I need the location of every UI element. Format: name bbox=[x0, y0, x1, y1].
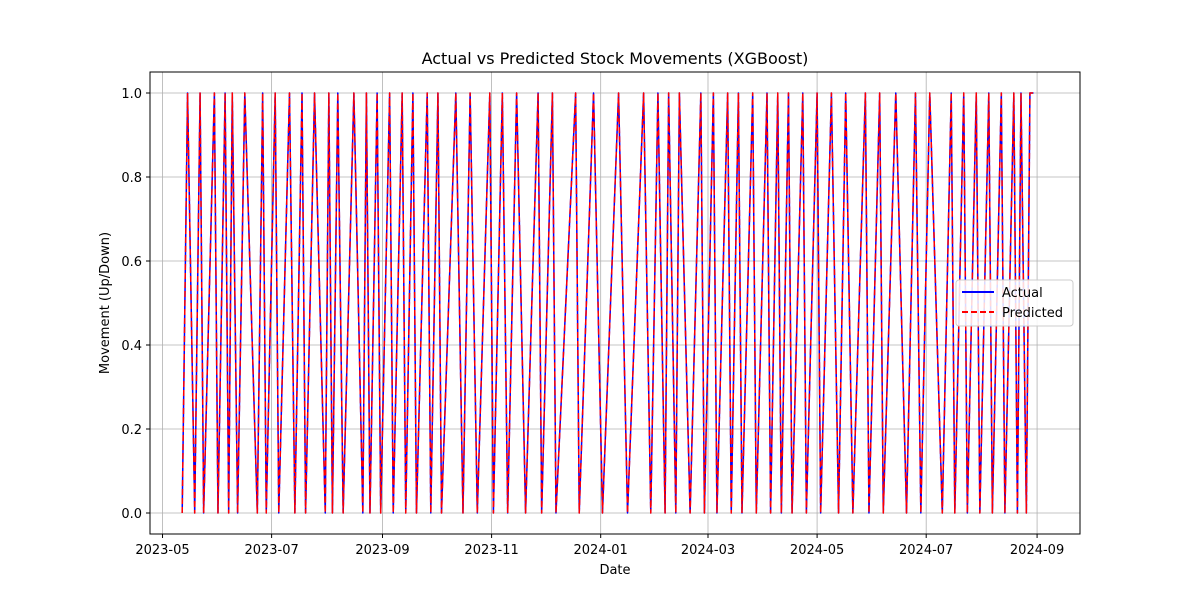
y-tick-label: 1.0 bbox=[121, 87, 142, 102]
y-tick-label: 0.4 bbox=[121, 339, 142, 354]
y-tick-label: 0.8 bbox=[121, 171, 142, 186]
x-tick-label: 2023-11 bbox=[464, 543, 518, 558]
legend: Actual Predicted bbox=[955, 279, 1074, 327]
y-axis-ticks: 0.0 0.2 0.4 0.6 0.8 1.0 bbox=[121, 87, 150, 522]
plot-frame bbox=[149, 71, 1081, 535]
series-lines bbox=[181, 92, 1034, 514]
y-tick-label: 0.2 bbox=[121, 423, 142, 438]
y-tick-label: 0.6 bbox=[121, 255, 142, 270]
x-tick-label: 2023-09 bbox=[355, 543, 409, 558]
y-tick-label: 0.0 bbox=[121, 507, 142, 522]
series-line-predicted bbox=[181, 92, 1034, 514]
x-tick-label: 2024-09 bbox=[1010, 543, 1064, 558]
x-axis-ticks: 2023-05 2023-07 2023-09 2023-11 2024-01 2024-… bbox=[135, 534, 1064, 558]
x-tick-label: 2024-01 bbox=[574, 543, 628, 558]
x-tick-label: 2023-07 bbox=[244, 543, 298, 558]
x-tick-label: 2024-03 bbox=[681, 543, 735, 558]
chart-title: Actual vs Predicted Stock Movements (XGB… bbox=[422, 49, 809, 68]
x-axis-label: Date bbox=[599, 563, 630, 578]
x-tick-label: 2024-07 bbox=[899, 543, 953, 558]
y-axis-label: Movement (Up/Down) bbox=[98, 232, 113, 374]
legend-label-predicted: Predicted bbox=[1002, 306, 1063, 321]
legend-label-actual: Actual bbox=[1002, 286, 1043, 301]
x-tick-label: 2023-05 bbox=[135, 543, 189, 558]
x-tick-label: 2024-05 bbox=[790, 543, 844, 558]
